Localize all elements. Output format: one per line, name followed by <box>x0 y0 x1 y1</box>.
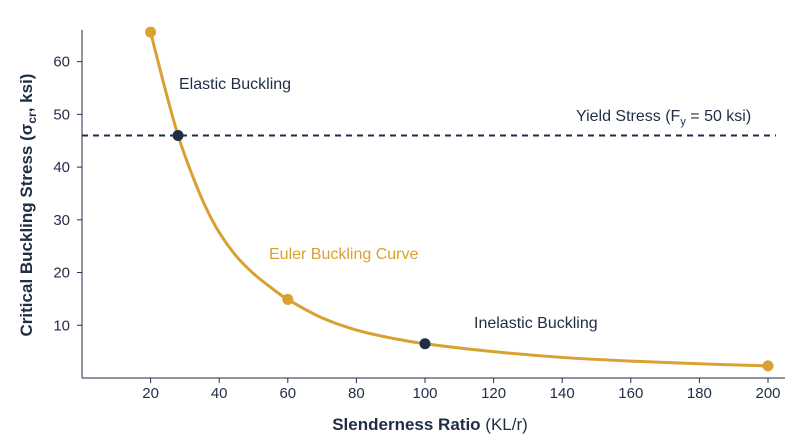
curve-markers <box>145 26 774 372</box>
y-ticks: 10 20 30 40 50 60 <box>53 54 82 334</box>
x-tick-label: 60 <box>279 385 296 402</box>
y-tick-label: 50 <box>53 106 70 123</box>
x-tick-label: 20 <box>142 385 159 402</box>
y-tick-label: 10 <box>53 317 70 334</box>
y-tick-label: 20 <box>53 265 70 282</box>
y-axis-title: Critical Buckling Stress (σcr, ksi) <box>17 74 39 337</box>
x-tick-label: 80 <box>348 385 365 402</box>
curve-point <box>172 129 184 141</box>
elastic-buckling-label: Elastic Buckling <box>179 76 291 93</box>
x-tick-label: 160 <box>618 385 643 402</box>
curve-point <box>282 293 294 305</box>
x-tick-label: 140 <box>550 385 575 402</box>
y-tick-label: 30 <box>53 212 70 229</box>
inelastic-buckling-label: Inelastic Buckling <box>474 315 598 332</box>
x-tick-label: 120 <box>481 385 506 402</box>
axes <box>81 30 785 379</box>
x-tick-label: 40 <box>211 385 228 402</box>
curve-point <box>762 360 774 372</box>
x-tick-label: 200 <box>755 385 780 402</box>
curve-point <box>145 26 157 38</box>
euler-curve-label: Euler Buckling Curve <box>269 246 419 263</box>
x-tick-label: 100 <box>412 385 437 402</box>
x-tick-label: 180 <box>687 385 712 402</box>
curve-point <box>419 338 431 350</box>
x-axis-title: Slenderness Ratio (KL/r) <box>332 415 528 434</box>
y-tick-label: 40 <box>53 159 70 176</box>
yield-stress-label: Yield Stress (Fy = 50 ksi) <box>576 108 751 128</box>
y-tick-label: 60 <box>53 54 70 71</box>
euler-curve-line <box>149 31 769 368</box>
x-ticks: 20 40 60 80 100 120 140 160 180 200 <box>142 378 781 402</box>
